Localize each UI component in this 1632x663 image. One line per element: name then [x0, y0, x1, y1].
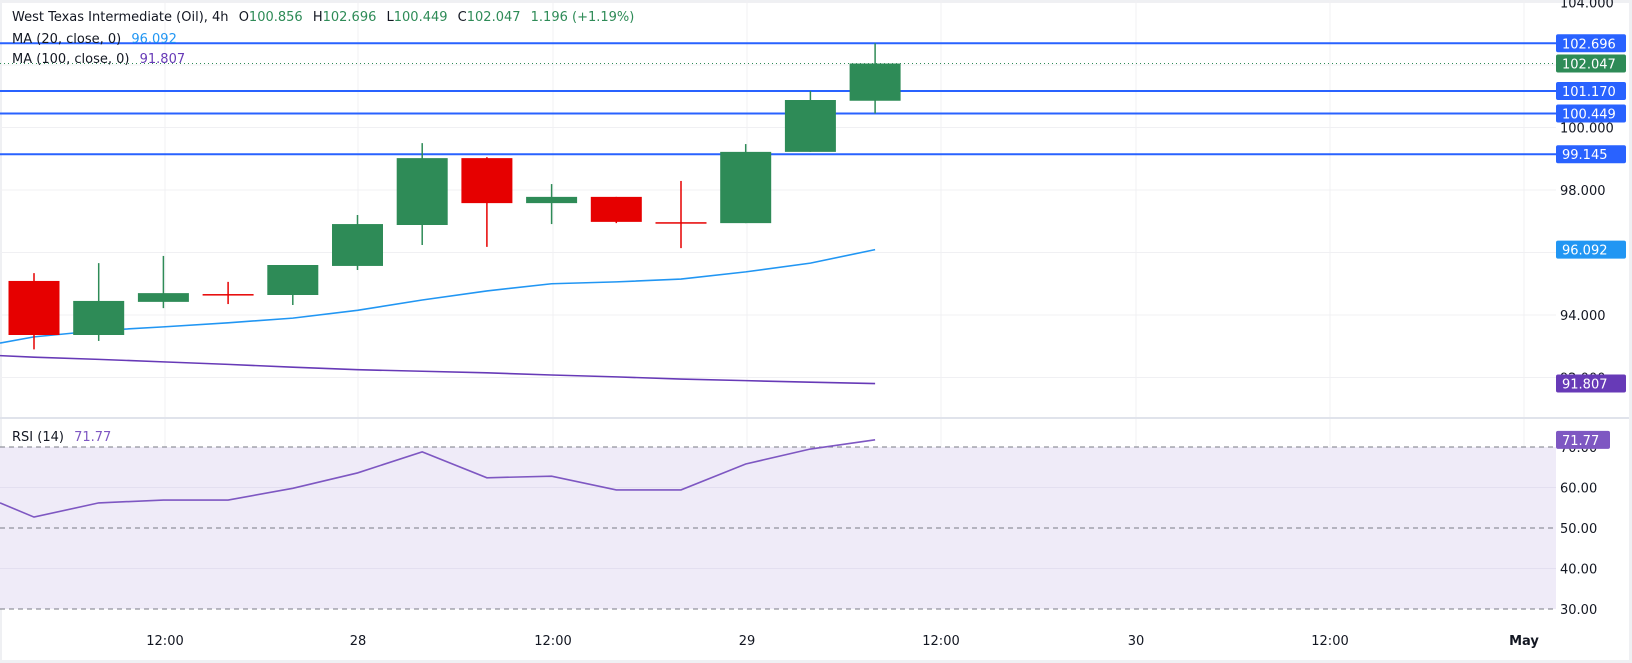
- candle[interactable]: [267, 265, 319, 305]
- time-axis[interactable]: 12:00 28 12:00 29 12:00 30 12:00 May: [146, 634, 1539, 649]
- candle[interactable]: [202, 281, 254, 305]
- candle[interactable]: [332, 215, 383, 270]
- time-tick-label: May: [1509, 634, 1539, 649]
- change-value: 1.196 (+1.19%): [530, 10, 635, 25]
- time-tick-label: 29: [739, 634, 756, 649]
- price-tick-label: 104.000: [1560, 0, 1614, 12]
- rsi-tick-label: 40.00: [1560, 563, 1597, 578]
- open-value: 100.856: [248, 10, 303, 25]
- top-border: [0, 0, 1632, 3]
- candlestick-series[interactable]: [8, 43, 901, 350]
- candle-body: [137, 293, 189, 302]
- close-value: 102.047: [466, 10, 521, 25]
- candle-body: [461, 158, 513, 204]
- candle-body: [720, 151, 772, 224]
- price-tag-text: 91.807: [1562, 378, 1608, 393]
- price-tag-text: 96.092: [1562, 244, 1608, 259]
- candle-body: [590, 196, 642, 222]
- price-tick-label: 94.000: [1560, 309, 1606, 324]
- price-tick-label: 98.000: [1560, 184, 1606, 199]
- symbol-legend: West Texas Intermediate (Oil), 4h O100.8…: [12, 10, 635, 25]
- candle-body: [267, 265, 319, 295]
- rsi-legend[interactable]: RSI (14) 71.77: [12, 430, 117, 445]
- candle[interactable]: [655, 180, 707, 249]
- rsi-label: RSI (14): [12, 430, 64, 445]
- price-tag-text: 101.170: [1562, 85, 1616, 100]
- ma20-label: MA (20, close, 0): [12, 32, 122, 47]
- rsi-value-tag[interactable]: [1556, 430, 1610, 449]
- bottom-border: [0, 660, 1632, 663]
- time-tick-label: 30: [1128, 634, 1145, 649]
- price-tag-102.696[interactable]: [1556, 34, 1626, 53]
- high-value: 102.696: [322, 10, 377, 25]
- price-tick-label: 100.000: [1560, 122, 1614, 137]
- rsi-tick-label: 50.00: [1560, 522, 1597, 537]
- rsi-tag-text: 71.77: [1562, 434, 1599, 449]
- candle[interactable]: [396, 143, 448, 245]
- left-border: [0, 0, 2, 663]
- rsi-tick-label: 60.00: [1560, 482, 1597, 497]
- price-tag-91.807[interactable]: [1556, 374, 1626, 393]
- ma20-value: 96.092: [131, 32, 177, 47]
- price-tag-text: 102.696: [1562, 37, 1616, 52]
- price-tag-text: 102.047: [1562, 58, 1616, 73]
- ma100-legend[interactable]: MA (100, close, 0) 91.807: [12, 52, 191, 67]
- rsi-tick-label: 30.00: [1560, 603, 1597, 618]
- candle[interactable]: [526, 184, 578, 225]
- rsi-pane[interactable]: [0, 439, 1556, 610]
- time-tick-label: 12:00: [146, 634, 183, 649]
- candle-body: [332, 224, 383, 266]
- time-tick-label: 28: [350, 634, 367, 649]
- right-border: [1629, 0, 1632, 663]
- candle[interactable]: [849, 43, 901, 114]
- price-axis[interactable]: 104.000100.00098.00094.00092.000102.6961…: [1556, 0, 1626, 618]
- price-tag-102.047[interactable]: [1556, 54, 1626, 73]
- candle-body: [655, 222, 707, 224]
- candle[interactable]: [73, 263, 125, 341]
- price-tag-text: 99.145: [1562, 148, 1608, 163]
- ma100-label: MA (100, close, 0): [12, 52, 130, 67]
- candle-body: [784, 100, 836, 152]
- low-value: 100.449: [393, 10, 448, 25]
- candle[interactable]: [784, 90, 836, 152]
- candle-body: [202, 294, 254, 296]
- rsi-line: [0, 439, 876, 518]
- candle-body: [8, 280, 60, 335]
- ma100-line: [0, 354, 876, 385]
- grid: [0, 0, 1556, 610]
- time-tick-label: 12:00: [922, 634, 959, 649]
- price-tag-101.170[interactable]: [1556, 81, 1626, 100]
- candle-body: [849, 63, 901, 101]
- ma100-value: 91.807: [139, 52, 186, 67]
- candle-body: [73, 300, 125, 335]
- candle-body: [396, 158, 448, 225]
- candle[interactable]: [590, 196, 642, 224]
- candle[interactable]: [461, 157, 513, 247]
- price-tag-99.145[interactable]: [1556, 145, 1626, 164]
- horizontal-lines[interactable]: [0, 42, 1556, 156]
- price-tag-100.449[interactable]: [1556, 104, 1626, 123]
- ma20-legend[interactable]: MA (20, close, 0) 96.092: [12, 32, 183, 47]
- price-tag-96.092[interactable]: [1556, 240, 1626, 259]
- time-tick-label: 12:00: [1311, 634, 1348, 649]
- symbol-title: West Texas Intermediate (Oil), 4h: [12, 10, 229, 25]
- candle[interactable]: [8, 273, 60, 350]
- rsi-value: 71.77: [74, 430, 112, 445]
- price-tag-text: 100.449: [1562, 107, 1616, 122]
- candle[interactable]: [137, 255, 189, 309]
- candle[interactable]: [720, 144, 772, 224]
- time-tick-label: 12:00: [534, 634, 571, 649]
- candle-body: [526, 196, 578, 204]
